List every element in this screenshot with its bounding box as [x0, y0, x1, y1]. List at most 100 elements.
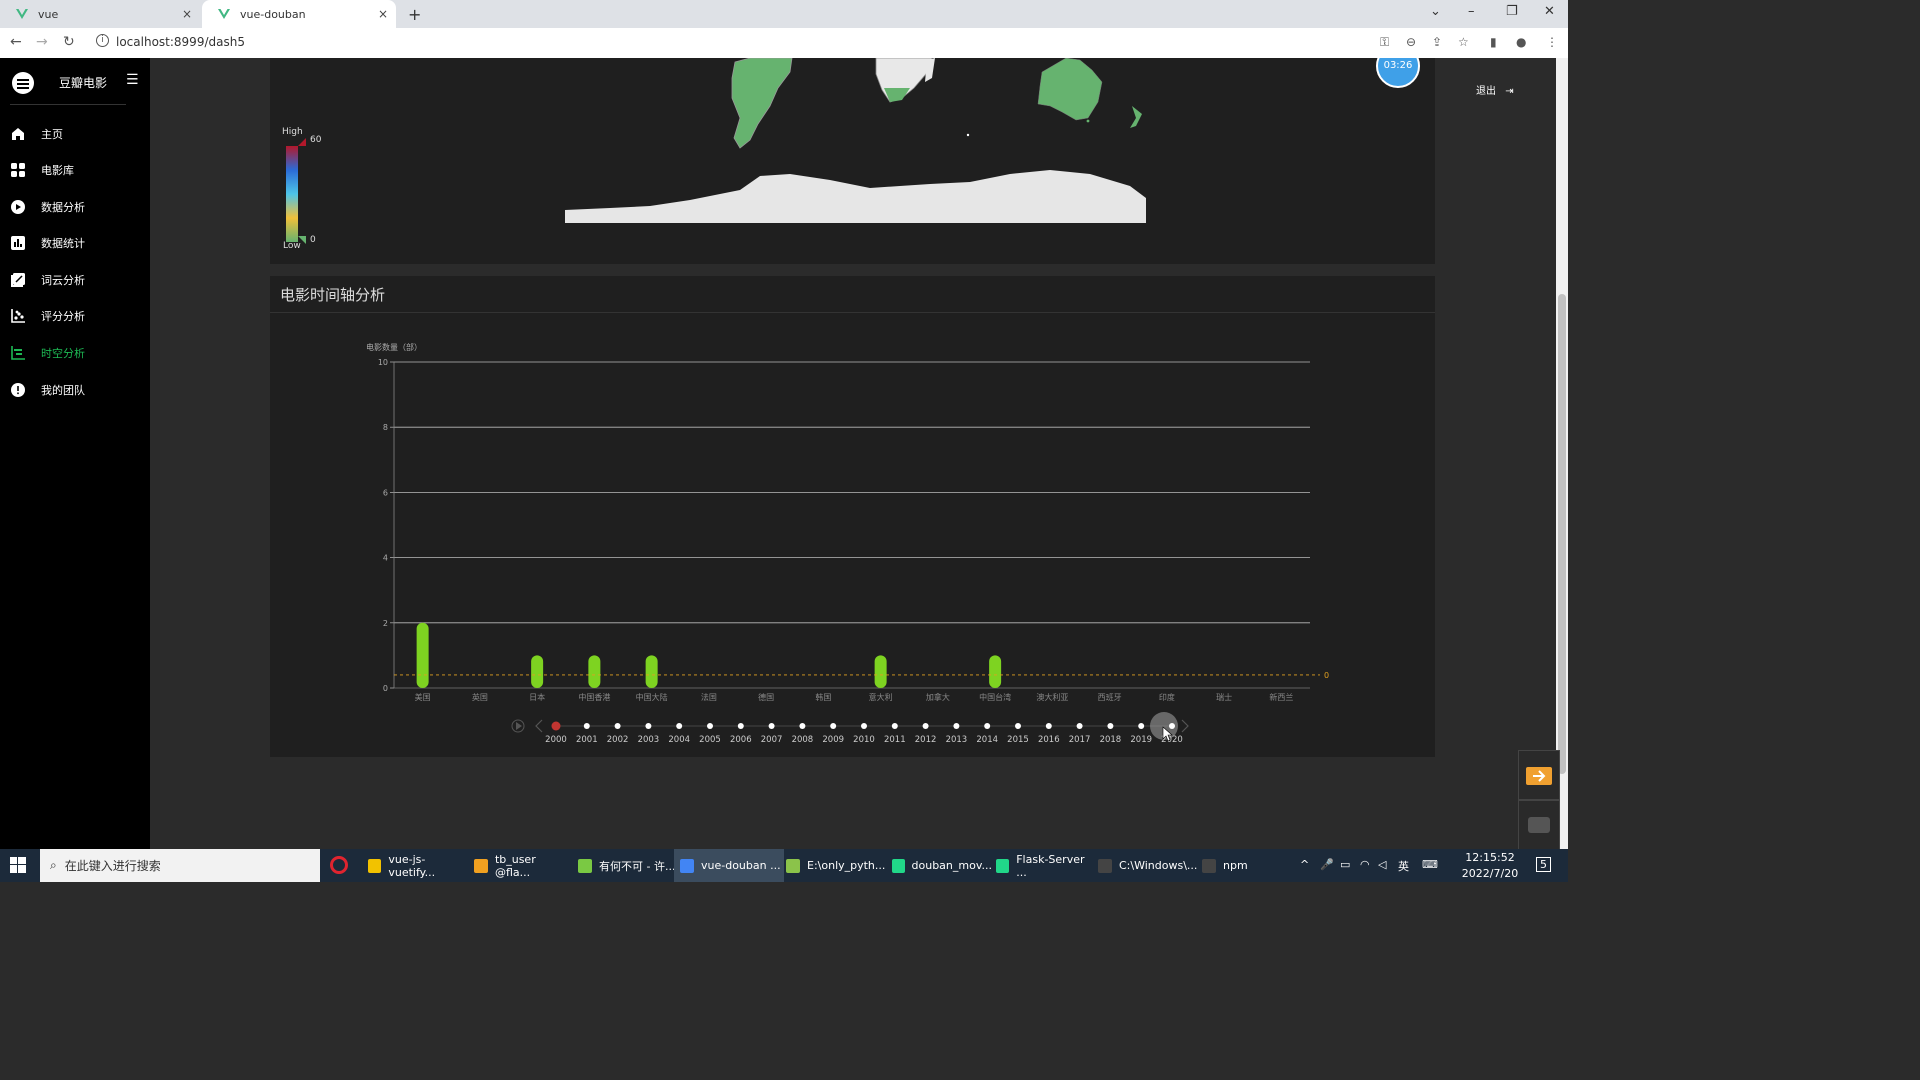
- profile-icon[interactable]: ●: [1516, 35, 1527, 49]
- timeline-year-point[interactable]: [551, 721, 561, 731]
- timeline-year-label[interactable]: 2020: [1161, 735, 1183, 745]
- timeline-next-icon[interactable]: [1181, 719, 1189, 733]
- timeline-year-point[interactable]: [1107, 723, 1114, 729]
- key-icon[interactable]: ⚿: [1380, 35, 1390, 49]
- timeline-year-point[interactable]: [830, 723, 837, 729]
- floating-video-button[interactable]: [1518, 800, 1560, 850]
- timeline-year-label[interactable]: 2004: [668, 735, 690, 745]
- timeline-year-point[interactable]: [1045, 723, 1052, 729]
- timeline-play-button[interactable]: [511, 719, 525, 733]
- zoom-icon[interactable]: ⊖: [1406, 35, 1417, 49]
- browser-tab-vue[interactable]: vue ×: [0, 0, 200, 28]
- share-icon[interactable]: ⇪: [1432, 35, 1443, 49]
- timeline-year-label[interactable]: 2019: [1130, 735, 1152, 745]
- timeline-year-label[interactable]: 2001: [576, 735, 598, 745]
- bar[interactable]: [645, 655, 658, 688]
- windows-start-icon[interactable]: [10, 857, 26, 873]
- sidebar-item-home[interactable]: 主页: [0, 119, 150, 149]
- timeline-year-point[interactable]: [737, 723, 744, 729]
- legend-handle-icon[interactable]: [298, 138, 308, 146]
- timeline-year-label[interactable]: 2002: [607, 735, 629, 745]
- timeline-year-point[interactable]: [953, 723, 960, 729]
- timeline-year-label[interactable]: 2006: [730, 735, 752, 745]
- timeline-year-point[interactable]: [799, 723, 806, 729]
- tray-expand-icon[interactable]: ^: [1300, 858, 1310, 871]
- timeline-year-label[interactable]: 2010: [853, 735, 875, 745]
- taskbar-app[interactable]: tb_user @fla...: [468, 849, 574, 882]
- close-tab-icon[interactable]: ×: [377, 7, 388, 21]
- taskbar-app[interactable]: npm: [1196, 849, 1262, 882]
- bar[interactable]: [531, 655, 544, 688]
- taskbar-search-input[interactable]: ⌕ 在此键入进行搜索: [40, 849, 320, 882]
- back-icon[interactable]: ←: [10, 34, 22, 50]
- volume-icon[interactable]: ◁: [1378, 858, 1387, 871]
- timeline-year-label[interactable]: 2012: [915, 735, 937, 745]
- timeline-year-point[interactable]: [891, 723, 898, 729]
- timeline-year-label[interactable]: 2000: [545, 735, 567, 745]
- timeline-year-label[interactable]: 2017: [1069, 735, 1091, 745]
- restore-icon[interactable]: ❐: [1506, 4, 1518, 19]
- bar[interactable]: [588, 655, 601, 688]
- close-window-icon[interactable]: ✕: [1544, 4, 1555, 19]
- floating-export-button[interactable]: [1518, 750, 1560, 800]
- avatar[interactable]: 03:26: [1376, 58, 1420, 88]
- ime-indicator[interactable]: 英: [1398, 860, 1409, 873]
- tab-search-icon[interactable]: ⌄: [1430, 4, 1441, 19]
- forward-icon[interactable]: →: [36, 34, 48, 50]
- taskbar-app[interactable]: E:\only_pyth...: [780, 849, 886, 882]
- brand-logo[interactable]: [12, 72, 34, 94]
- timeline-year-label[interactable]: 2003: [638, 735, 660, 745]
- close-tab-icon[interactable]: ×: [181, 7, 192, 21]
- sidebar-item-data-stats[interactable]: 数据统计: [0, 228, 150, 258]
- timeline-year-point[interactable]: [614, 723, 621, 729]
- sidebar-item-data-analysis[interactable]: 数据分析: [0, 192, 150, 222]
- more-menu-icon[interactable]: ⋮: [1546, 35, 1558, 49]
- timeline-prev-icon[interactable]: [535, 719, 543, 733]
- timeline-year-point[interactable]: [984, 723, 991, 729]
- browser-tab-vue-douban[interactable]: vue-douban ×: [202, 0, 396, 28]
- timeline-year-point[interactable]: [1138, 723, 1145, 729]
- taskbar-app[interactable]: Flask-Server ...: [990, 849, 1094, 882]
- timeline-year-label[interactable]: 2015: [1007, 735, 1029, 745]
- notification-icon[interactable]: 5: [1536, 857, 1551, 872]
- logout-button[interactable]: 退出 ⇥: [1476, 82, 1514, 97]
- battery-icon[interactable]: ▭: [1340, 858, 1351, 871]
- bar[interactable]: [416, 622, 429, 688]
- legend-handle-icon[interactable]: [298, 236, 308, 244]
- timeline-year-label[interactable]: 2009: [822, 735, 844, 745]
- timeline-year-label[interactable]: 2016: [1038, 735, 1060, 745]
- timeline-year-point[interactable]: [1015, 723, 1021, 729]
- system-clock[interactable]: 12:15:52 2022/7/20: [1455, 850, 1525, 882]
- timeline-year-point[interactable]: [861, 723, 867, 729]
- scrollbar-thumb[interactable]: [1558, 294, 1566, 774]
- timeline-year-point[interactable]: [676, 723, 683, 729]
- taskbar-app[interactable]: vue-js-vuetify...: [362, 849, 468, 882]
- timeline-year-point[interactable]: [583, 723, 590, 729]
- timeline-year-label[interactable]: 2014: [976, 735, 998, 745]
- side-panel-icon[interactable]: ▮: [1490, 35, 1497, 49]
- timeline-year-label[interactable]: 2011: [884, 735, 906, 745]
- taskbar-app[interactable]: douban_mov...: [886, 849, 992, 882]
- url-field[interactable]: localhost:8999/dash5: [116, 35, 245, 49]
- timeline-year-label[interactable]: 2018: [1100, 735, 1122, 745]
- timeline-year-point[interactable]: [1076, 723, 1083, 729]
- timeline-year-label[interactable]: 2005: [699, 735, 721, 745]
- sidebar-item-movie-library[interactable]: 电影库: [0, 155, 150, 185]
- taskbar-app[interactable]: C:\Windows\...: [1092, 849, 1198, 882]
- microphone-icon[interactable]: 🎤: [1320, 858, 1334, 871]
- timeline-year-point[interactable]: [645, 723, 652, 729]
- reload-icon[interactable]: ↻: [63, 34, 75, 50]
- menu-toggle-icon[interactable]: ☰: [126, 72, 139, 88]
- timeline-year-point[interactable]: [768, 723, 775, 729]
- wifi-icon[interactable]: ◠: [1360, 858, 1370, 871]
- timeline-year-point[interactable]: [707, 723, 713, 729]
- site-info-icon[interactable]: i: [96, 34, 109, 47]
- opera-icon[interactable]: [330, 856, 348, 874]
- new-tab-button[interactable]: +: [408, 5, 422, 24]
- timeline-year-point[interactable]: [1169, 723, 1175, 729]
- timeline-year-label[interactable]: 2013: [946, 735, 968, 745]
- timeline-year-label[interactable]: 2008: [792, 735, 814, 745]
- sidebar-item-my-team[interactable]: 我的团队: [0, 375, 150, 405]
- sidebar-item-word-cloud[interactable]: 词云分析: [0, 265, 150, 295]
- timeline-year-point[interactable]: [922, 723, 929, 729]
